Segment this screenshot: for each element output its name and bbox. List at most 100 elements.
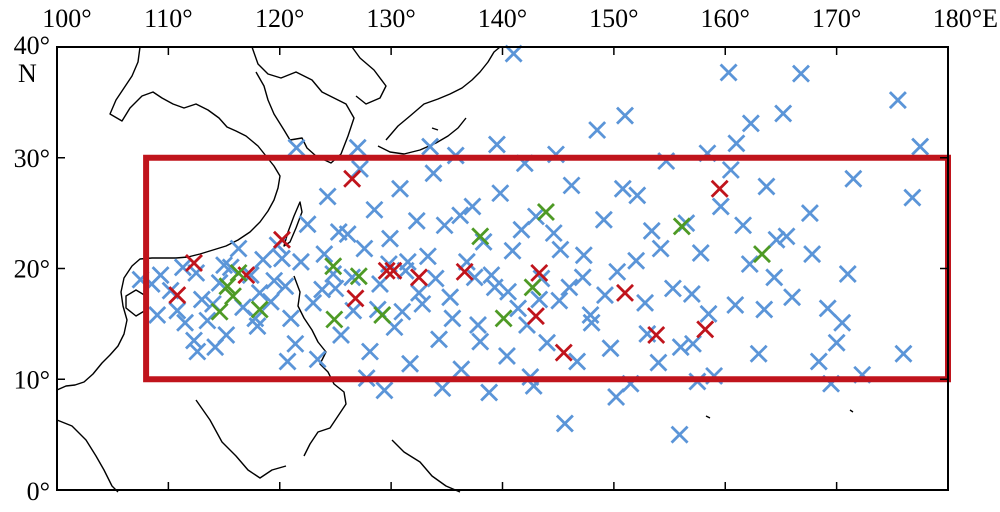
typhoon-marker [512, 220, 531, 239]
typhoon-marker [329, 222, 348, 241]
typhoon-marker [324, 265, 343, 284]
typhoon-marker [755, 300, 774, 319]
coastline-islet [849, 409, 854, 413]
typhoon-marker [421, 137, 440, 156]
region-box [143, 154, 952, 383]
typhoon-marker [911, 137, 930, 156]
typhoon-marker [607, 387, 626, 406]
x-axis-ticks: 100° 110° 120° 130° 140° 150° 160° 170° 180°E [42, 4, 998, 490]
typhoon-marker [636, 293, 655, 312]
typhoon-marker [229, 263, 248, 282]
typhoon-marker [452, 360, 471, 379]
typhoon-marker [413, 294, 432, 313]
coastline-north [351, 46, 387, 105]
typhoon-marker [185, 331, 203, 350]
typhoon-marker [894, 344, 913, 363]
typhoon-marker [601, 339, 620, 358]
typhoon-marker [800, 204, 819, 223]
typhoon-marker [375, 381, 394, 400]
typhoon-marker [499, 282, 518, 301]
coastline-japan [385, 46, 501, 141]
coastlines [56, 46, 854, 493]
typhoon-marker [210, 302, 229, 321]
typhoon-marker [287, 138, 306, 157]
typhoon-marker [573, 268, 592, 287]
typhoon-marker [355, 239, 374, 258]
typhoon-marker [377, 261, 396, 280]
typhoon-marker [148, 306, 167, 325]
typhoon-marker [360, 342, 379, 361]
typhoon-marker [348, 138, 367, 157]
typhoon-marker [451, 206, 470, 225]
typhoon-marker [749, 344, 768, 363]
typhoon-marker [435, 216, 454, 235]
typhoon-marker [443, 309, 462, 328]
typhoon-marker [530, 263, 549, 282]
x-tick-label: 170° [812, 4, 861, 33]
coastline-islet [431, 127, 439, 131]
typhoon-marker [407, 211, 426, 230]
typhoon-marker [588, 121, 607, 140]
typhoon-marker [753, 245, 771, 264]
y-axis-ticks: 0° 10° 20° 30° 40° [14, 31, 948, 506]
coastline-new-guinea [391, 439, 461, 493]
typhoon-marker [304, 293, 323, 312]
typhoon-marker [595, 286, 614, 305]
typhoon-marker [721, 160, 740, 179]
typhoon-marker [318, 187, 337, 206]
typhoon-marker [391, 179, 410, 198]
x-tick-label: 160° [701, 4, 750, 33]
coastline-islet [705, 415, 711, 419]
x-tick-label: 180°E [933, 4, 998, 33]
typhoon-marker [594, 210, 613, 229]
latitude-unit-label: N [18, 59, 37, 88]
typhoon-marker [409, 268, 428, 287]
typhoon-marker [734, 216, 753, 235]
typhoon-marker [538, 333, 557, 352]
typhoon-marker [223, 287, 242, 306]
typhoon-marker [343, 268, 362, 287]
typhoon-marker [485, 278, 504, 297]
typhoon-marker [642, 221, 661, 240]
typhoon-marker [265, 271, 284, 290]
typhoon-marker [710, 179, 729, 198]
typhoon-marker [430, 330, 449, 349]
typhoon-marker [455, 262, 474, 281]
y-tick-label: 0° [27, 477, 50, 506]
typhoon-marker [250, 300, 269, 319]
typhoon-marker [774, 104, 793, 123]
typhoon-marker [254, 250, 273, 269]
typhoon-marker [272, 230, 291, 249]
typhoon-marker [696, 320, 715, 339]
typhoon-marker [185, 253, 203, 272]
typhoon-marker [682, 284, 701, 303]
typhoon-marker [291, 252, 310, 271]
x-tick-label: 130° [366, 4, 415, 33]
typhoon-marker [426, 269, 445, 288]
typhoon-marker [767, 230, 786, 249]
typhoon-marker [663, 279, 682, 298]
typhoon-marker [474, 232, 493, 251]
typhoon-marker [272, 249, 291, 268]
typhoon-marker [526, 207, 545, 226]
typhoon-marker [504, 44, 523, 63]
typhoon-marker [192, 290, 211, 309]
typhoon-marker [671, 338, 690, 357]
typhoon-marker [381, 229, 400, 248]
typhoon-marker [523, 278, 542, 297]
typhoon-marker [276, 277, 295, 296]
typhoon-marker [313, 280, 332, 299]
typhoon-marker [471, 227, 490, 246]
x-tick-label: 100° [42, 4, 91, 33]
typhoon-marker [765, 268, 784, 287]
coastline-borneo-east [195, 399, 287, 479]
typhoon-marker [740, 255, 759, 274]
typhoon-marker [215, 256, 234, 275]
typhoon-marker [168, 286, 187, 305]
typhoon-marker [198, 311, 217, 330]
typhoon-marker [398, 252, 417, 271]
typhoon-marker [409, 283, 428, 302]
coastline-mainland [56, 46, 281, 391]
typhoon-marker [791, 64, 810, 83]
